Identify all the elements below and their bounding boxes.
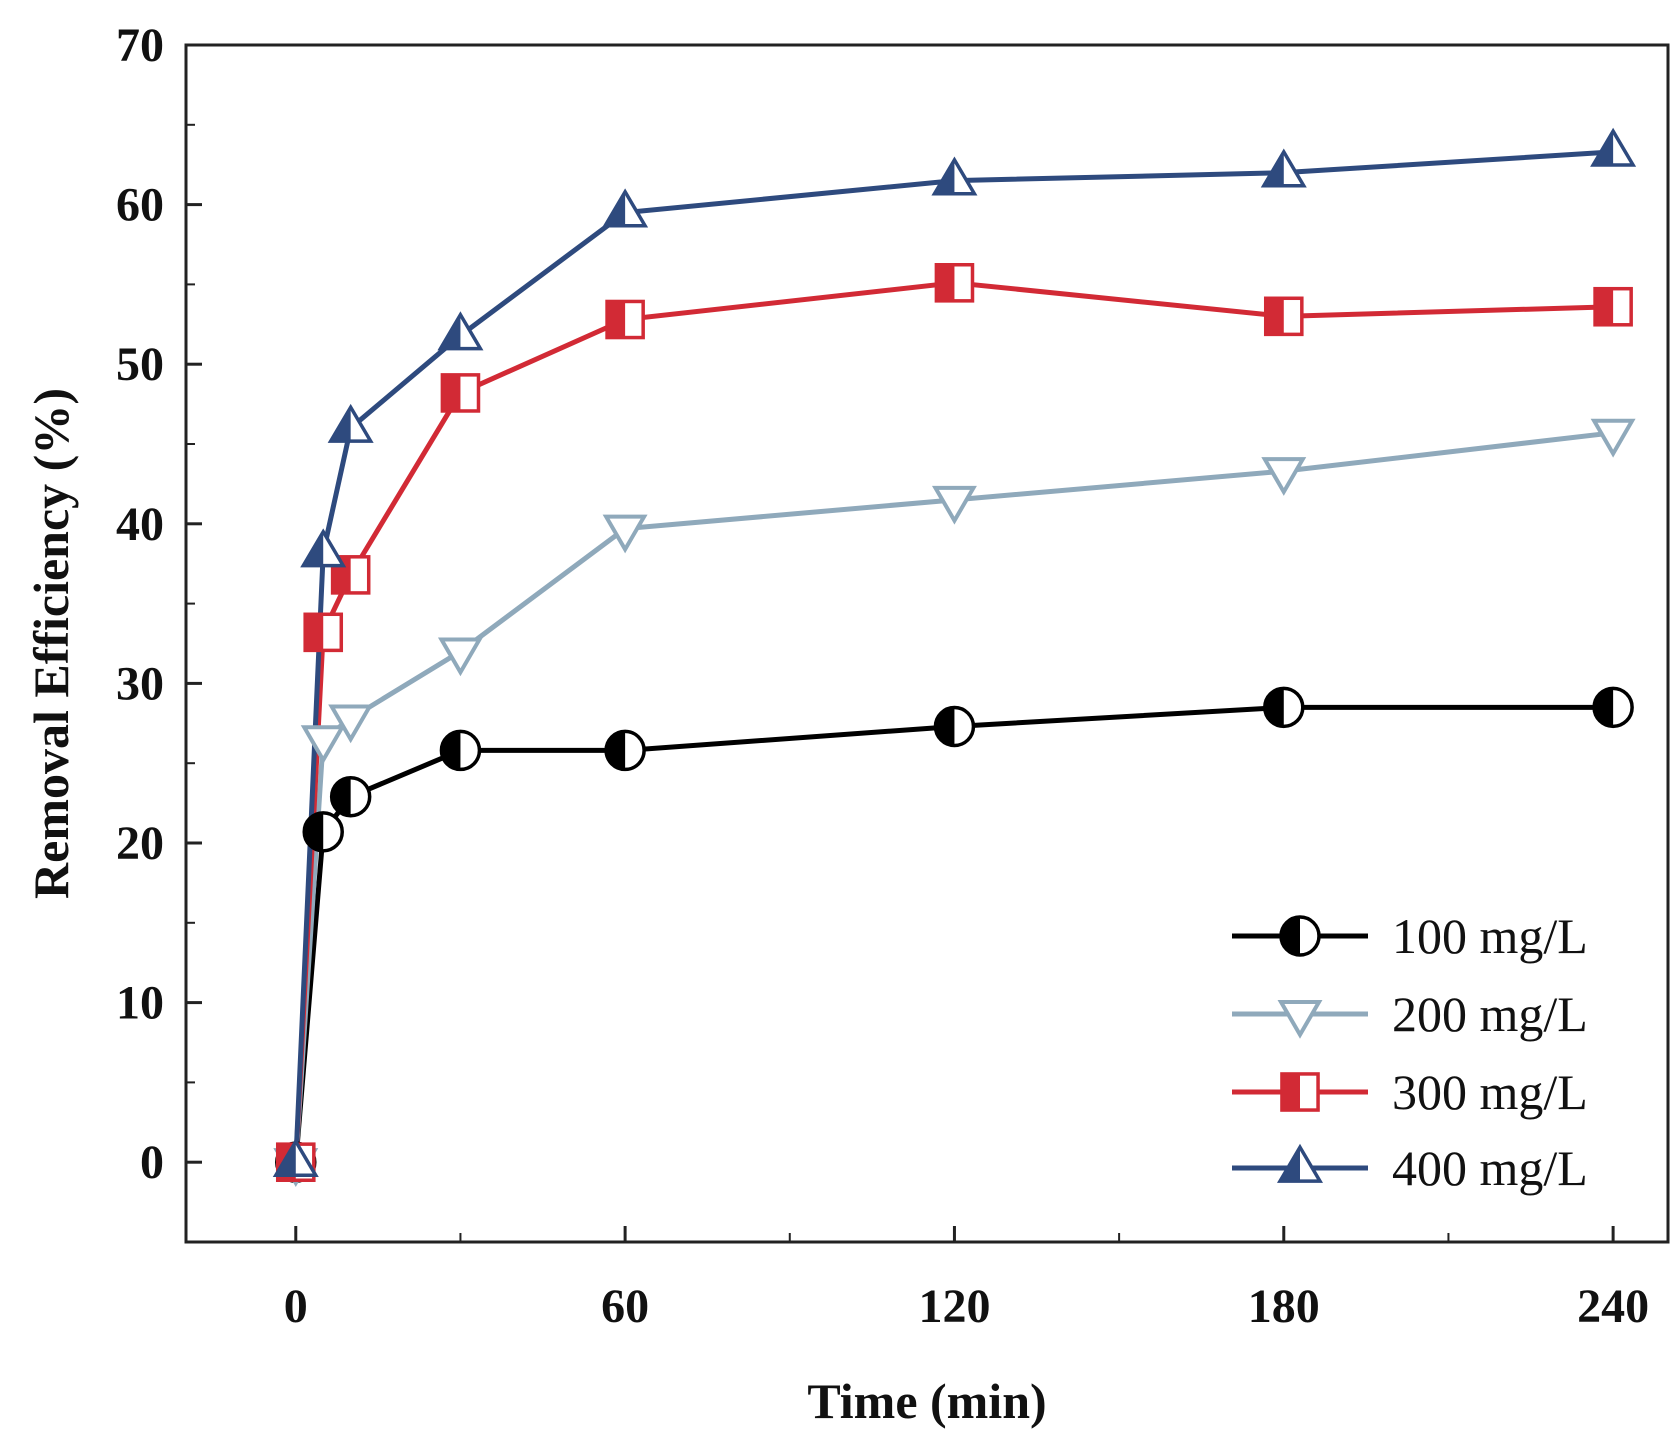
marker-half-fill bbox=[1281, 1073, 1300, 1111]
y-tick-label: 10 bbox=[116, 977, 164, 1030]
y-axis-title: Removal Efficiency (%) bbox=[23, 388, 79, 899]
legend-item: 200 mg/L bbox=[1232, 986, 1588, 1042]
y-tick-label: 50 bbox=[116, 338, 164, 391]
marker-half-fill bbox=[606, 731, 626, 770]
x-axis-title: Time (min) bbox=[807, 1373, 1046, 1429]
data-point-marker bbox=[931, 485, 977, 525]
marker-half-fill bbox=[304, 812, 324, 851]
data-point-marker bbox=[302, 811, 344, 853]
marker-triangle-down bbox=[1277, 999, 1323, 1039]
marker-half-fill bbox=[330, 407, 351, 442]
marker-half-fill bbox=[1265, 298, 1284, 335]
data-point-marker bbox=[1277, 999, 1323, 1039]
legend-item: 400 mg/L bbox=[1232, 1140, 1588, 1196]
data-point-marker bbox=[1593, 286, 1633, 327]
legend-item: 300 mg/L bbox=[1232, 1064, 1588, 1120]
marker-triangle-down bbox=[328, 704, 374, 744]
y-tick-label: 60 bbox=[116, 179, 164, 232]
data-point-marker bbox=[1263, 686, 1305, 729]
data-point-marker bbox=[328, 704, 374, 744]
data-point-marker bbox=[1260, 148, 1307, 188]
marker-triangle-down bbox=[1590, 418, 1636, 458]
marker-half-fill bbox=[442, 374, 461, 411]
marker-half-fill bbox=[441, 731, 461, 770]
legend-label: 300 mg/L bbox=[1392, 1064, 1588, 1120]
x-tick-label: 180 bbox=[1248, 1280, 1320, 1333]
data-point-marker bbox=[1276, 1143, 1324, 1183]
data-point-marker bbox=[1280, 1072, 1320, 1112]
data-point-marker bbox=[329, 775, 372, 818]
data-point-marker bbox=[602, 514, 648, 554]
marker-half-fill bbox=[331, 777, 351, 816]
legend-item: 100 mg/L bbox=[1232, 908, 1588, 964]
marker-half-fill bbox=[936, 264, 955, 301]
y-tick-label: 70 bbox=[116, 19, 164, 72]
data-point-marker bbox=[1261, 457, 1307, 496]
legend-label: 200 mg/L bbox=[1392, 986, 1588, 1042]
data-point-marker bbox=[602, 188, 649, 228]
x-tick-label: 240 bbox=[1577, 1280, 1649, 1333]
marker-half-fill bbox=[1264, 688, 1284, 727]
x-tick-label: 120 bbox=[918, 1280, 990, 1333]
marker-half-fill bbox=[1595, 288, 1614, 325]
y-tick-label: 20 bbox=[116, 817, 164, 870]
data-point-marker bbox=[437, 637, 483, 677]
tick-labels: 0 10 20 30 40 50 60 70 0 60 120 180 240 bbox=[116, 19, 1649, 1333]
data-point-marker bbox=[300, 725, 346, 765]
marker-half-fill bbox=[1263, 151, 1284, 186]
legend-label: 100 mg/L bbox=[1392, 908, 1588, 964]
marker-half-fill bbox=[303, 531, 324, 566]
plot-frame bbox=[184, 43, 1670, 1244]
data-point-marker bbox=[300, 528, 347, 568]
marker-half-fill bbox=[1594, 688, 1614, 727]
data-point-marker bbox=[327, 403, 374, 443]
y-tick-label: 40 bbox=[116, 498, 164, 551]
marker-half-fill bbox=[935, 707, 955, 746]
series-markers bbox=[272, 127, 1637, 1187]
marker-half-fill bbox=[1281, 917, 1300, 955]
data-point-marker bbox=[604, 729, 646, 772]
marker-triangle-down bbox=[1261, 457, 1307, 496]
data-point-marker bbox=[1263, 296, 1304, 337]
data-point-marker bbox=[933, 705, 976, 748]
marker-triangle-down bbox=[437, 637, 483, 677]
data-point-marker bbox=[439, 729, 482, 772]
data-point-marker bbox=[1590, 127, 1637, 167]
marker-triangle-down bbox=[931, 485, 977, 525]
marker-half-fill bbox=[607, 301, 626, 338]
series-line bbox=[293, 149, 1614, 1163]
data-point-marker bbox=[303, 612, 344, 653]
marker-triangle-down bbox=[300, 725, 346, 765]
marker-half-fill bbox=[275, 1141, 296, 1176]
y-tick-label: 30 bbox=[116, 657, 164, 710]
data-point-marker bbox=[440, 373, 481, 413]
x-tick-label: 0 bbox=[284, 1280, 308, 1333]
data-point-marker bbox=[437, 311, 484, 351]
marker-half-fill bbox=[1593, 131, 1614, 166]
x-tick-label: 60 bbox=[601, 1280, 649, 1333]
data-point-marker bbox=[934, 263, 975, 303]
marker-half-fill bbox=[305, 614, 324, 651]
data-point-marker bbox=[1590, 418, 1636, 458]
data-point-marker bbox=[931, 156, 978, 196]
legend: 100 mg/L 200 mg/L 300 mg/L 400 mg/L bbox=[1232, 908, 1588, 1196]
marker-triangle-down bbox=[602, 514, 648, 554]
legend-label: 400 mg/L bbox=[1392, 1140, 1588, 1196]
data-point-marker bbox=[605, 299, 645, 340]
y-tick-label: 0 bbox=[140, 1136, 164, 1189]
data-point-marker bbox=[1279, 915, 1321, 957]
data-point-marker bbox=[1592, 686, 1634, 729]
data-point-marker bbox=[272, 1137, 319, 1178]
